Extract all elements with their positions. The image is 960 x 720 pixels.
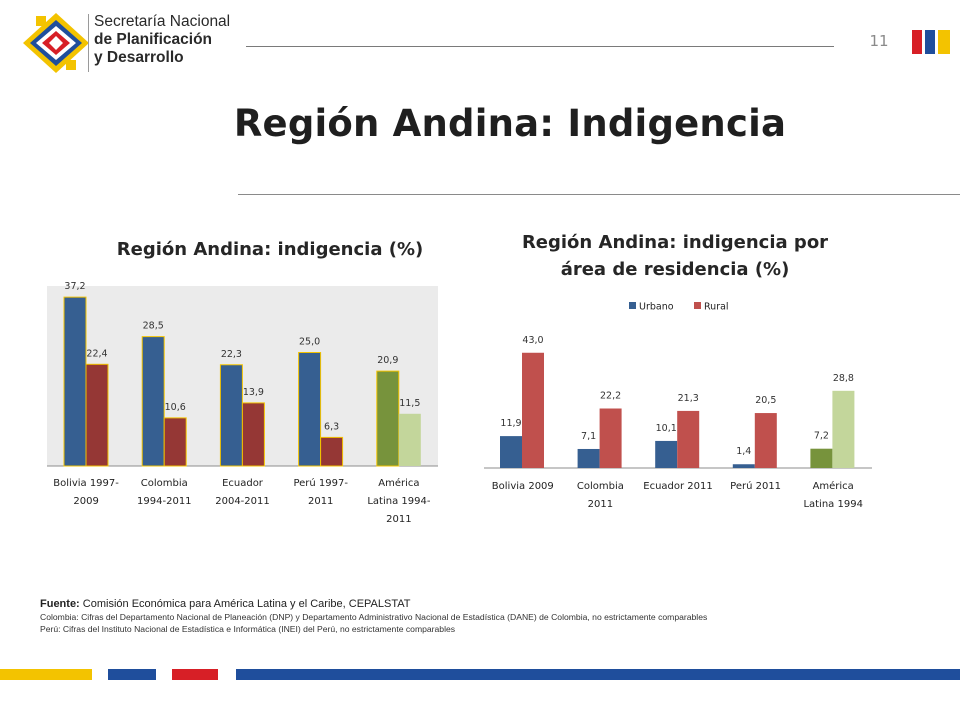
chart1-bar-s2-3: [241, 402, 265, 467]
chart2-data-label-urbano-2: 7,1: [581, 431, 596, 442]
chart1-category-label-2: Colombia: [141, 478, 188, 489]
chart2-bar-rural-5: [832, 390, 855, 468]
chart2-bar-urbano-1: [500, 436, 522, 468]
chart2-data-label-urbano-3: 10,1: [656, 423, 677, 434]
chart1-data-label-s2-2: 10,6: [165, 402, 186, 413]
chart2-data-label-urbano-5: 7,2: [814, 431, 829, 442]
chart2-legend-label-rural: Rural: [704, 302, 729, 313]
chart2-data-label-rural-2: 22,2: [600, 391, 621, 402]
source-notes: Fuente: Comisión Económica para América …: [40, 598, 940, 635]
chart1-category-label-4: 2011: [308, 496, 333, 507]
chart1-bar-s1-2: [141, 336, 165, 467]
page-number: 11: [869, 32, 889, 50]
chart1-category-label-3: 2004-2011: [215, 496, 270, 507]
chart2-legend-swatch-rural: [694, 302, 701, 309]
chart1-data-label-s2-1: 22,4: [86, 348, 107, 359]
chart2-data-label-rural-1: 43,0: [522, 335, 543, 346]
chart2-category-label-2: 2011: [588, 499, 613, 510]
chart2-title: Región Andina: indigencia por área de re…: [460, 229, 890, 283]
chart2-bar-rural-2: [599, 408, 622, 468]
org-name-line-3: y Desarrollo: [94, 49, 184, 66]
chart1-bar-s2-2: [163, 417, 187, 467]
chart2-data-label-rural-5: 28,8: [833, 373, 854, 384]
note-colombia: Colombia: Cifras del Departamento Nacion…: [40, 612, 708, 622]
chart2-data-label-urbano-4: 1,4: [736, 446, 751, 457]
chart1-bar-s2-5: [398, 413, 421, 466]
chart1-data-label-s1-1: 37,2: [64, 281, 85, 292]
footer-stripe-blue-2: [236, 669, 960, 680]
chart2-category-label-1: Bolivia 2009: [492, 481, 554, 492]
note-peru: Perú: Cifras del Instituto Nacional de E…: [40, 624, 456, 634]
chart1-bar-s1-1: [63, 296, 87, 467]
chart1-category-label-5: Latina 1994-: [367, 496, 430, 507]
chart2-data-label-rural-3: 21,3: [678, 393, 699, 404]
chart1-data-label-s1-5: 20,9: [377, 355, 398, 366]
org-name-line-1: Secretaría Nacional: [94, 13, 231, 30]
chart1-category-label-1: Bolivia 1997-: [53, 478, 119, 489]
chart2-data-label-rural-4: 20,5: [755, 395, 776, 406]
chart1-data-label-s1-4: 25,0: [299, 337, 320, 348]
chart2-bar-rural-1: [522, 352, 544, 468]
chart2-title-line-2: área de residencia (%): [560, 259, 790, 280]
chart2-bar-rural-3: [677, 410, 700, 468]
chart1-category-label-1: 2009: [73, 496, 98, 507]
source-text: Comisión Económica para América Latina y…: [79, 598, 411, 610]
ecuador-flag-icon: [912, 30, 950, 54]
chart2-bar-urbano-2: [577, 448, 600, 468]
chart1-category-label-5: América: [378, 477, 419, 489]
chart2-bar-urbano-5: [810, 448, 833, 468]
chart1-category-label-3: Ecuador: [222, 478, 264, 489]
chart2-bar-urbano-3: [655, 440, 678, 468]
chart2-category-label-3: Ecuador 2011: [643, 481, 713, 492]
logo-divider: [88, 14, 89, 72]
chart2-bar-rural-4: [754, 413, 777, 468]
footer-stripe-red: [172, 669, 218, 680]
source-label: Fuente:: [40, 598, 80, 610]
chart1-title: Región Andina: indigencia (%): [116, 239, 424, 260]
chart1-bar-s2-4: [320, 436, 344, 467]
source-line: Fuente: Comisión Económica para América …: [40, 598, 940, 611]
header-rule: [246, 46, 834, 47]
senplades-logo: [23, 13, 89, 73]
chart1-indigencia: 37,2 22,4 Bolivia 1997- 2009 28,5 10,6 Colombi…: [47, 281, 438, 525]
title-rule: [238, 194, 960, 195]
chart2-title-line-1: Región Andina: indigencia por: [521, 232, 829, 253]
chart2-legend-swatch-urbano: [629, 302, 636, 309]
chart2-bar-urbano-4: [732, 464, 755, 468]
chart1-bar-s1-5: [376, 370, 400, 467]
chart1-data-label-s1-2: 28,5: [143, 321, 164, 332]
chart2-category-label-5: América: [813, 480, 854, 492]
chart1-category-label-2: 1994-2011: [137, 496, 192, 507]
chart2-data-label-urbano-1: 11,9: [500, 418, 521, 429]
chart2-legend-label-urbano: Urbano: [639, 302, 674, 313]
chart1-data-label-s2-4: 6,3: [324, 421, 339, 432]
chart2-category-label-4: Perú 2011: [730, 480, 781, 492]
chart1-data-label-s2-3: 13,9: [243, 387, 264, 398]
chart1-data-label-s1-3: 22,3: [221, 349, 242, 360]
chart2-indigencia-area: Urbano Rural 11,9 43,0 Bolivia 2009 7,1 22,2 Co…: [484, 302, 872, 510]
chart2-category-label-2: Colombia: [577, 481, 624, 492]
chart1-bar-s1-4: [298, 352, 322, 467]
chart2-category-label-5: Latina 1994: [803, 499, 863, 510]
chart1-category-label-4: Perú 1997-: [293, 477, 348, 489]
footer-stripe-yellow: [0, 669, 92, 680]
chart1-data-label-s2-5: 11,5: [399, 398, 420, 409]
slide-title: Región Andina: Indigencia: [233, 102, 787, 145]
footer-stripe-blue-1: [108, 669, 156, 680]
org-name-line-2: de Planificación: [94, 31, 213, 48]
chart1-bar-s1-3: [219, 364, 243, 467]
chart1-bar-s2-1: [85, 363, 109, 467]
chart1-category-label-5: 2011: [386, 514, 411, 525]
